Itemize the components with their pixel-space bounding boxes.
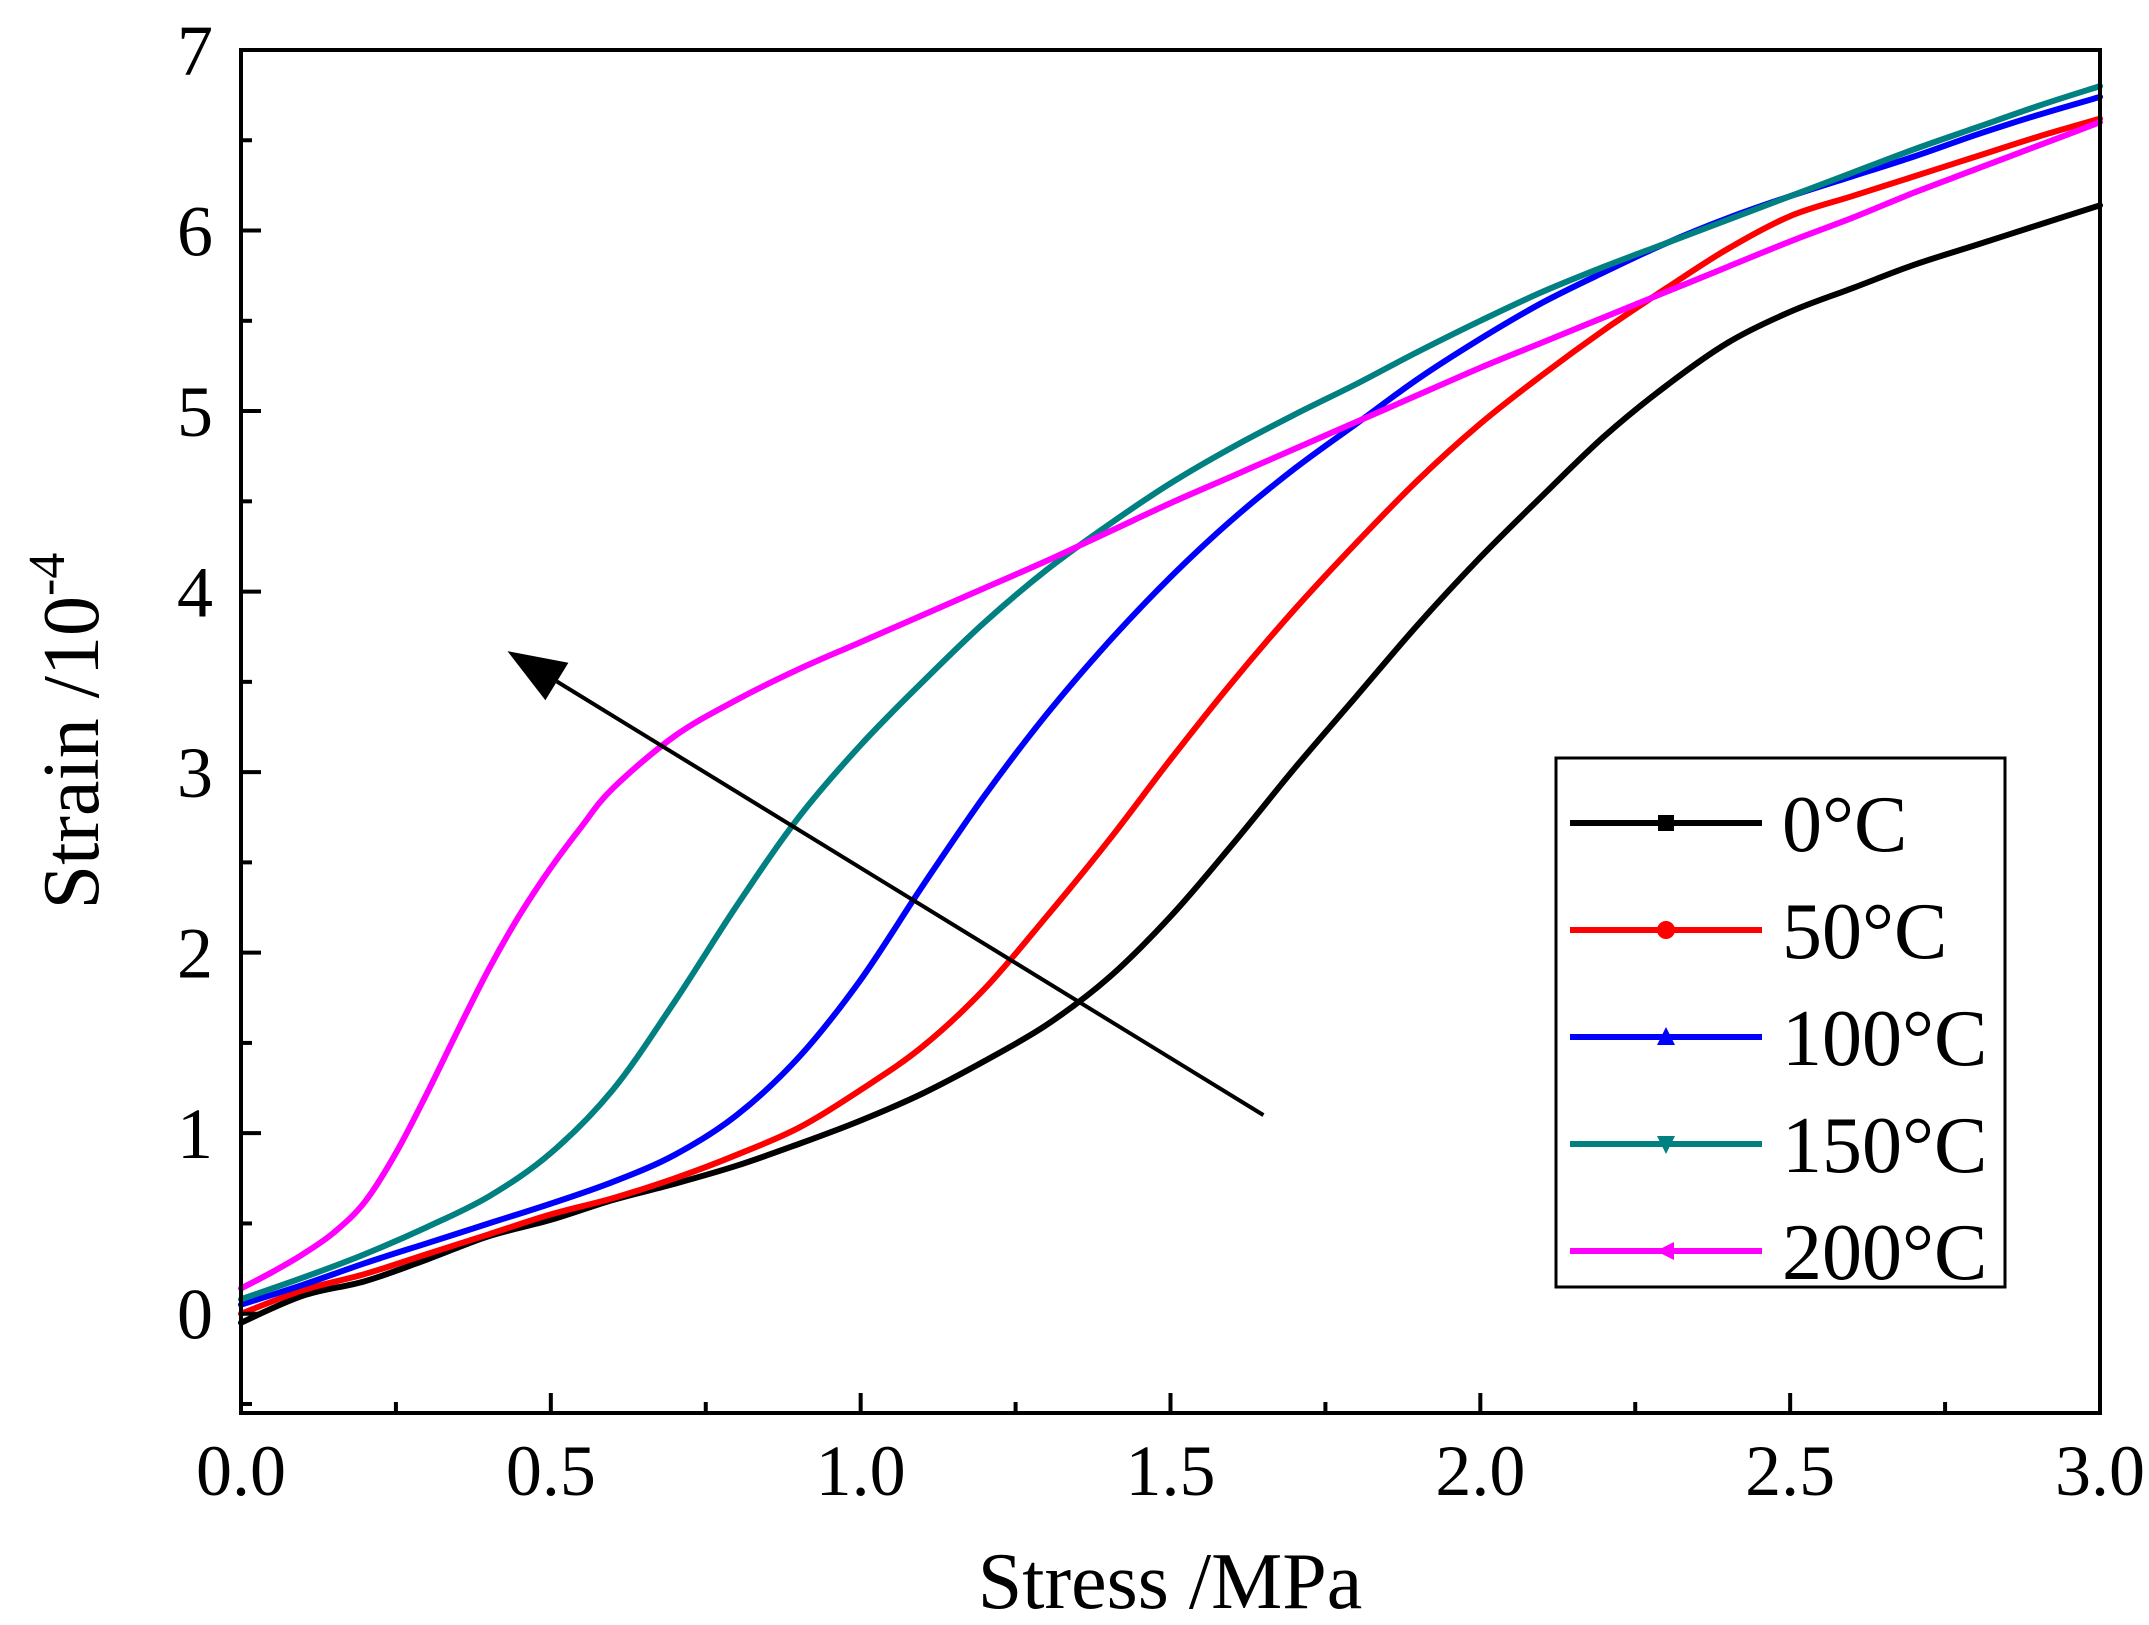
legend-marker-triangle-up: [1657, 1027, 1675, 1045]
x-axis-title: Stress /MPa: [978, 1538, 1363, 1620]
legend-label: 100°C: [1782, 995, 1987, 1083]
series-line-0: [238, 202, 2103, 1326]
x-tick-label: 2.0: [1435, 1431, 1525, 1511]
y-tick-label: 3: [177, 733, 213, 813]
legend-marker-triangle-left: [1656, 1242, 1674, 1260]
annotation-layer: [507, 651, 1265, 1117]
trend-arrow-shaft: [555, 679, 1265, 1117]
x-axis-ticks: 0.0 0.5 1.0 1.5 2.0 2.5 3.0: [196, 1393, 2145, 1511]
legend-frame: [1554, 756, 2007, 1289]
y-tick-label: 5: [177, 372, 213, 452]
legend-marker-circle: [1657, 921, 1675, 939]
series-layer: [238, 83, 2103, 1326]
legend-marker-square: [1658, 815, 1674, 831]
legend-items: 0°C 50°C 100°C 150°C 200°C: [1570, 781, 1987, 1297]
y-axis-title-base: Strain /10: [28, 596, 116, 909]
x-tick-label: 2.5: [1745, 1431, 1835, 1511]
x-tick-label: 3.0: [2055, 1431, 2145, 1511]
x-tick-label: 1.0: [816, 1431, 906, 1511]
x-tick-label: 0.0: [196, 1431, 286, 1511]
y-tick-label: 2: [177, 914, 213, 994]
series-line-3: [238, 83, 2103, 1303]
x-tick-label: 0.5: [506, 1431, 596, 1511]
legend-marker-triangle-down: [1657, 1136, 1675, 1154]
x-tick-label: 1.5: [1126, 1431, 1216, 1511]
y-axis-title: Strain /10-4: [19, 553, 116, 910]
legend-label: 200°C: [1782, 1209, 1987, 1297]
legend-label: 0°C: [1782, 781, 1907, 869]
trend-arrow-head: [507, 651, 569, 701]
series-line-1: [238, 115, 2103, 1317]
legend: 0°C 50°C 100°C 150°C 200°C: [1554, 756, 2007, 1297]
y-axis-title-exponent: -4: [19, 553, 76, 596]
y-axis-ticks: 0 1 2 3 4 5 6 7: [177, 11, 261, 1406]
y-tick-label: 6: [177, 192, 213, 272]
y-tick-label: 1: [177, 1094, 213, 1174]
y-tick-label: 0: [177, 1275, 213, 1355]
y-tick-label: 7: [177, 11, 213, 91]
series-line-4: [238, 119, 2103, 1292]
legend-label: 150°C: [1782, 1102, 1987, 1190]
y-tick-label: 4: [177, 553, 213, 633]
legend-label: 50°C: [1782, 888, 1947, 976]
